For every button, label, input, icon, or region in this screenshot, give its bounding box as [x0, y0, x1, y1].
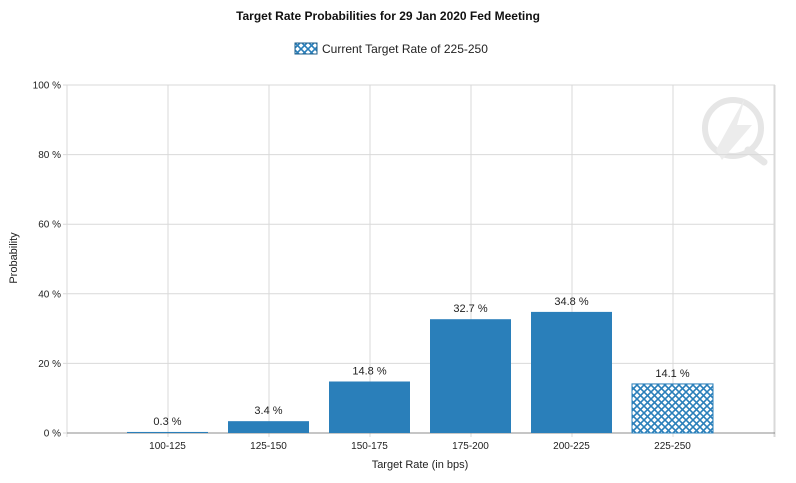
y-tick-label: 0 % [44, 429, 61, 440]
x-tick-label: 175-200 [452, 441, 489, 452]
y-tick-label: 40 % [38, 289, 61, 300]
y-tick-label: 60 % [38, 220, 61, 231]
data-label-125-150: 3.4 % [254, 405, 282, 417]
axes: 0 % 20 % 40 % 60 % 80 % 100 % 100-125 125-150 15… [33, 81, 775, 452]
y-tick-label: 80 % [38, 150, 61, 161]
bar-150-175 [329, 381, 410, 433]
x-axis-title: Target Rate (in bps) [372, 459, 469, 471]
bar-125-150 [228, 421, 309, 433]
x-tick-label: 225-250 [654, 441, 691, 452]
bar-175-200 [430, 319, 511, 433]
data-label-225-250: 14.1 % [655, 368, 689, 380]
x-tick-label: 100-125 [149, 441, 186, 452]
bar-225-250 [631, 383, 714, 434]
data-label-200-225: 34.8 % [554, 296, 588, 308]
y-tick-label: 20 % [38, 359, 61, 370]
quikstrike-watermark-icon [702, 97, 768, 166]
legend-swatch [294, 42, 318, 55]
bar-100-125 [127, 431, 208, 433]
data-label-100-125: 0.3 % [153, 416, 181, 428]
legend: Current Target Rate of 225-250 [294, 42, 488, 56]
x-tick-label: 200-225 [553, 441, 590, 452]
bars [127, 311, 714, 434]
data-label-175-200: 32.7 % [453, 303, 487, 315]
x-tick-label: 125-150 [250, 441, 287, 452]
y-axis-title: Probability [8, 232, 20, 284]
x-tick-label: 150-175 [351, 441, 388, 452]
bar-200-225 [531, 311, 612, 433]
chart-title: Target Rate Probabilities for 29 Jan 202… [236, 9, 540, 23]
y-tick-label: 100 % [33, 81, 61, 92]
data-labels: 0.3 % 3.4 % 14.8 % 32.7 % 34.8 % 14.1 % [153, 296, 689, 428]
legend-label: Current Target Rate of 225-250 [322, 42, 488, 56]
data-label-150-175: 14.8 % [352, 365, 386, 377]
